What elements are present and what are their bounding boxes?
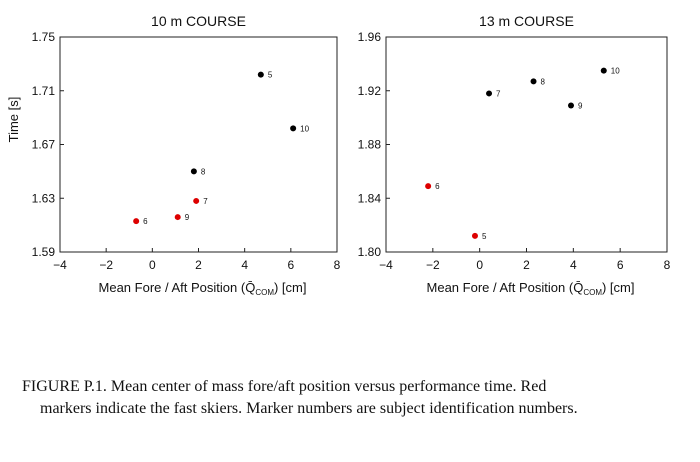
x-tick-label: 0 — [476, 258, 483, 272]
x-tick-label: 8 — [664, 258, 671, 272]
data-point-label: 8 — [541, 77, 546, 86]
y-tick-label: 1.92 — [358, 84, 382, 98]
chart-title: 10 m COURSE — [151, 13, 246, 29]
y-tick-label: 1.88 — [358, 138, 382, 152]
x-tick-label: 2 — [523, 258, 530, 272]
x-tick-label: −4 — [53, 258, 67, 272]
x-tick-label: 6 — [287, 258, 294, 272]
data-point — [486, 90, 493, 97]
data-point-label: 9 — [578, 102, 583, 111]
x-tick-label: 2 — [195, 258, 202, 272]
data-point — [425, 183, 432, 190]
data-point — [471, 232, 478, 239]
x-tick-label: 8 — [334, 258, 341, 272]
data-point-label: 10 — [611, 67, 620, 76]
x-axis-title: Mean Fore / Aft Position (Q̄COM) [cm] — [99, 280, 307, 297]
data-point-label: 5 — [268, 71, 273, 80]
data-point — [530, 78, 537, 85]
data-point — [190, 168, 197, 175]
data-point-label: 5 — [482, 232, 487, 241]
x-tick-label: −2 — [99, 258, 113, 272]
data-point-label: 6 — [143, 217, 148, 226]
chart-panel-1: 10 m COURSE −4 −2 0 2 4 6 8 1.59 1.63 1.67 1.71 1.75… — [6, 13, 341, 297]
x-tick-label: 4 — [570, 258, 577, 272]
data-point — [567, 102, 574, 109]
y-tick-label: 1.59 — [32, 245, 56, 259]
y-tick-label: 1.80 — [358, 245, 382, 259]
y-tick-label: 1.96 — [358, 30, 382, 44]
y-axis-title: Time [s] — [6, 97, 21, 143]
figure-caption: FIGURE P.1. Mean center of mass fore/aft… — [22, 376, 682, 420]
data-point-label: 7 — [203, 197, 208, 206]
data-point-label: 6 — [435, 182, 440, 191]
data-point — [600, 67, 607, 74]
chart-title: 13 m COURSE — [479, 13, 574, 29]
y-tick-label: 1.75 — [32, 30, 56, 44]
data-point-label: 10 — [300, 124, 309, 133]
plot-frame — [385, 36, 668, 253]
data-point-label: 7 — [496, 89, 501, 98]
x-axis-title: Mean Fore / Aft Position (Q̄COM) [cm] — [427, 280, 635, 297]
data-point-label: 9 — [185, 213, 190, 222]
caption-first-line: FIGURE P.1. Mean center of mass fore/aft… — [22, 378, 547, 395]
y-tick-label: 1.84 — [358, 191, 382, 205]
y-tick-label: 1.63 — [32, 191, 56, 205]
x-tick-label: −4 — [379, 258, 393, 272]
x-tick-label: 0 — [149, 258, 156, 272]
caption-continuation: markers indicate the fast skiers. Marker… — [40, 400, 578, 417]
plot-frame — [59, 36, 338, 253]
data-point — [133, 218, 140, 225]
data-point — [290, 125, 297, 132]
data-point-label: 8 — [201, 167, 206, 176]
x-tick-label: 4 — [241, 258, 248, 272]
y-tick-label: 1.71 — [32, 84, 56, 98]
data-point — [193, 197, 200, 204]
data-point — [257, 71, 264, 78]
x-tick-label: −2 — [426, 258, 440, 272]
y-tick-label: 1.67 — [32, 138, 56, 152]
chart-panel-2: 13 m COURSE −4 −2 0 2 4 6 8 1.80 1.84 1.88 1.92 1.96… — [358, 13, 671, 297]
x-tick-label: 6 — [617, 258, 624, 272]
data-point — [174, 214, 181, 221]
